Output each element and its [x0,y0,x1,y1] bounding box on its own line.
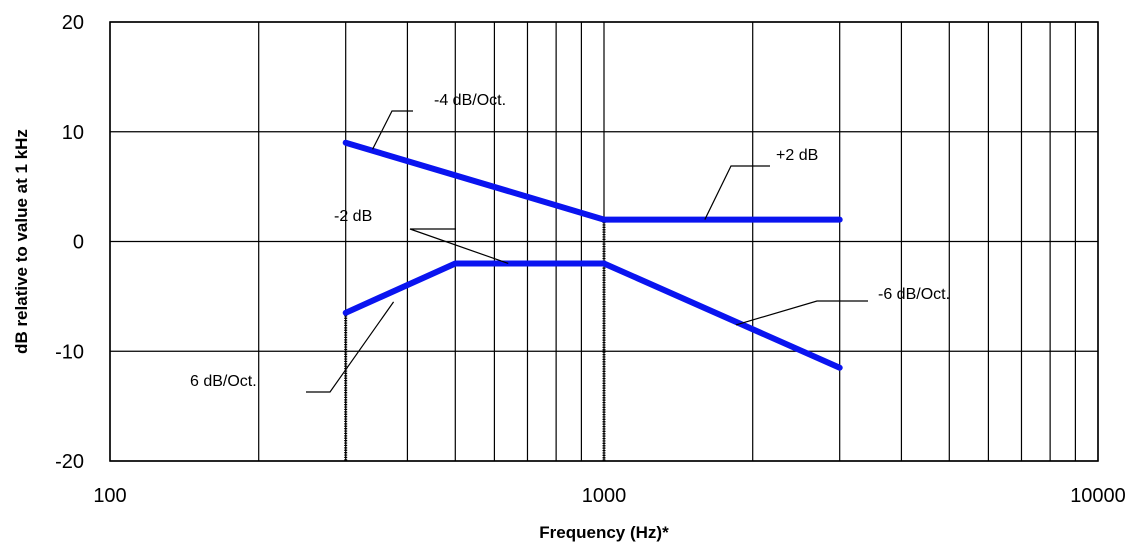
series-lines [342,139,843,371]
annotation-leader-line [735,300,868,326]
x-axis-label: Frequency (Hz)* [539,523,669,542]
y-tick-label: -10 [55,341,84,363]
plot-frame [109,21,1099,462]
x-tick-label: 10000 [1070,485,1126,507]
y-tick-label: 20 [62,12,84,34]
y-tick-label: -20 [55,451,84,473]
annotation-label: -4 dB/Oct. [434,92,506,109]
annotation-label: +2 dB [776,147,818,164]
x-tick-label: 100 [93,485,126,507]
annotation-leader-line [409,228,509,265]
x-tick-labels: 100 1000 10000 [93,485,1126,507]
y-tick-label: 0 [73,232,84,254]
annotation-label: -6 dB/Oct. [878,286,950,303]
y-axis-label: dB relative to value at 1 kHz [12,129,31,354]
x-tick-label: 1000 [582,485,627,507]
annotations: -4 dB/Oct. +2 dB -2 dB -6 dB/Oct. 6 dB/Oct. [190,92,950,393]
annotation-leader-line [306,301,395,393]
annotation-label: -2 dB [334,208,372,225]
annotation-leader-line [704,165,770,220]
series-line-2 [342,260,843,371]
y-tick-labels: 20 10 0 -10 -20 [55,12,84,473]
annotation-label: 6 dB/Oct. [190,373,257,390]
threshold-markers [344,219,606,461]
series-line-1 [342,139,843,223]
y-tick-label: 10 [62,122,84,144]
annotation-leader-line [372,110,413,150]
